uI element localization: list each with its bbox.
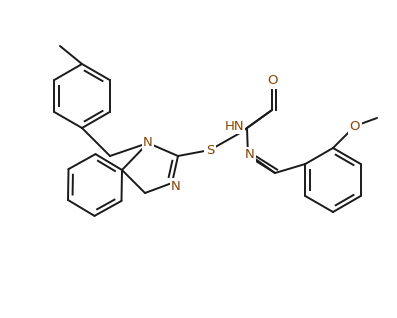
Text: O: O [350, 120, 360, 133]
Text: N: N [245, 149, 255, 162]
Text: HN: HN [224, 120, 244, 133]
Text: O: O [267, 74, 277, 87]
Text: N: N [171, 179, 181, 192]
Text: N: N [143, 135, 153, 149]
Text: S: S [206, 143, 214, 156]
